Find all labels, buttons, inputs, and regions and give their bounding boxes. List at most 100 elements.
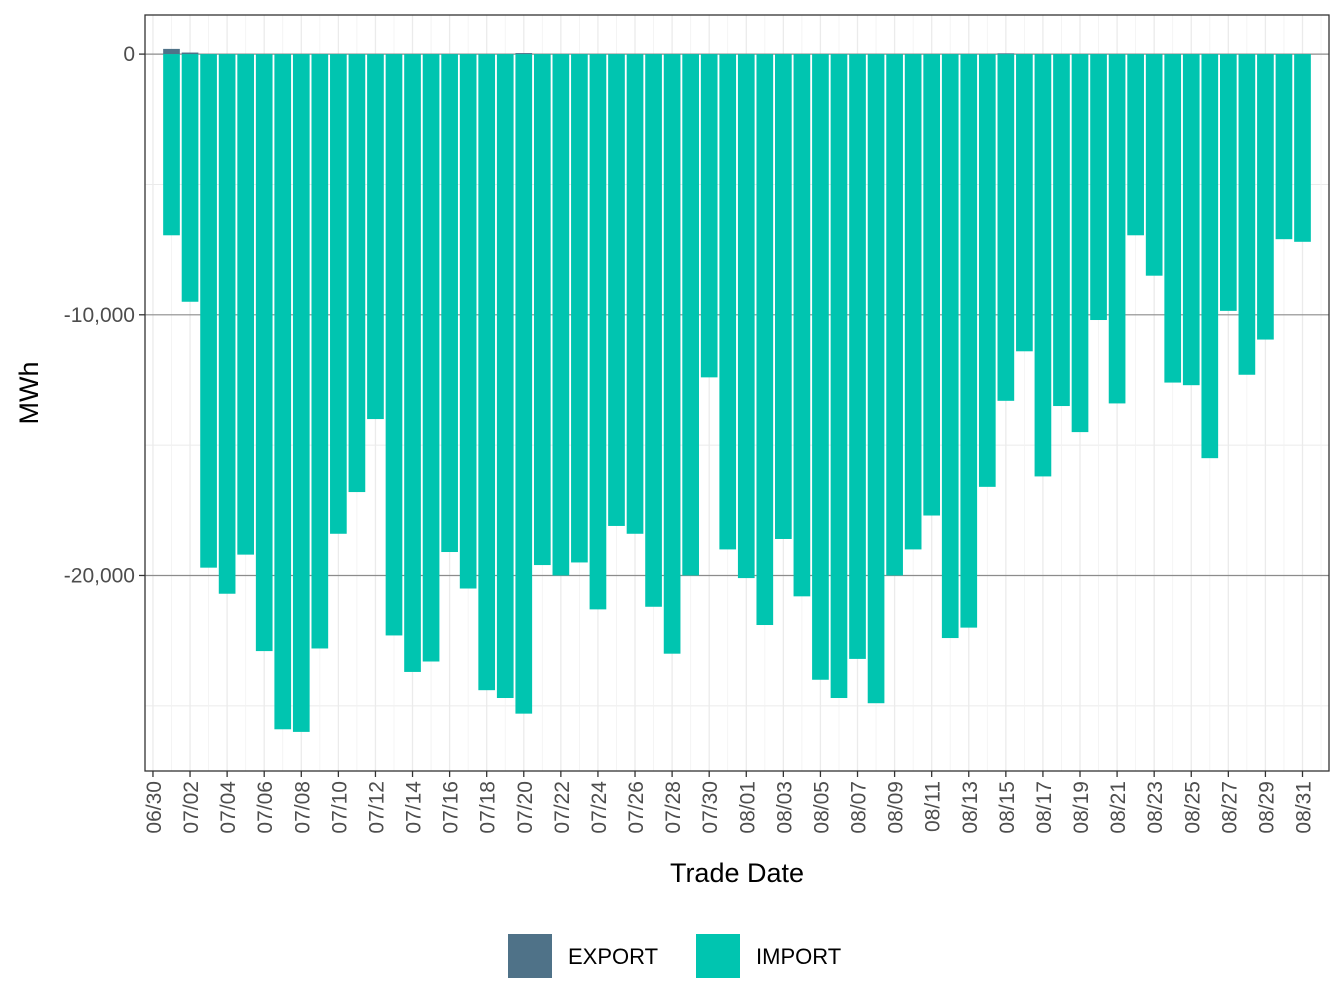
x-tick-label: 08/13 [959,781,982,834]
plot-border [144,14,1330,772]
import-bar [645,54,662,607]
import-bar [330,54,347,534]
import-bar [552,54,570,576]
import-bar [941,54,959,639]
import-bar [1182,54,1200,386]
x-axis-title: Trade Date [670,858,804,888]
y-tick-label: 0 [123,43,135,66]
x-tick-label: 08/09 [885,781,908,834]
x-tick-label: 08/19 [1070,781,1093,834]
import-bar [163,54,180,236]
import-bar [923,54,941,516]
import-bar [255,54,273,652]
import-bar [682,54,699,576]
import-bar [181,54,199,302]
import-bar [404,54,421,672]
import-bar [348,54,366,493]
import-bar [663,54,681,654]
x-tick-label: 07/30 [699,781,722,834]
import-bar [441,54,458,553]
import-bar [515,54,533,714]
legend-key-import [696,934,740,978]
import-bar [385,54,403,636]
import-bar [737,54,755,579]
import-bar [867,54,885,704]
import-bar [700,54,718,378]
legend-label-export: EXPORT [568,944,658,969]
y-tick-label: -10,000 [64,304,135,327]
import-bar [422,54,440,662]
import-bar [608,54,625,526]
export-bar [515,53,533,55]
x-tick-label: 07/06 [254,781,277,834]
import-bar [978,54,996,487]
import-bar [478,54,496,691]
x-tick-label: 07/04 [217,781,240,834]
import-bar [997,54,1015,401]
x-tick-label: 07/26 [625,781,648,834]
x-tick-label: 08/07 [848,781,871,834]
import-bar [756,54,774,626]
x-tick-label: 08/11 [922,781,945,832]
x-tick-label: 07/02 [180,781,203,834]
x-tick-label: 07/20 [514,781,537,834]
import-bar [459,54,477,589]
export-bar [163,48,180,55]
import-bar [1275,54,1293,240]
y-tick-label: -20,000 [64,564,135,587]
import-bar [904,54,922,550]
import-bar [1294,54,1311,242]
x-tick-label: 08/21 [1107,781,1130,834]
import-bar [1034,54,1052,477]
export-bar [997,53,1015,55]
import-bar [218,54,236,594]
import-bar [533,54,551,566]
import-bar [589,54,607,610]
import-bar [1127,54,1144,236]
x-tick-label: 07/28 [662,781,685,834]
import-bar [1201,54,1219,459]
legend-label-import: IMPORT [756,944,841,969]
import-bar [274,54,292,730]
x-tick-label: 07/12 [365,781,388,834]
x-tick-label: 07/24 [588,781,611,834]
import-bar [1164,54,1182,383]
x-tick-label: 08/05 [810,781,833,834]
import-bar [200,54,217,568]
x-tick-label: 07/22 [551,781,574,834]
import-bar [1145,54,1163,276]
x-tick-label: 06/30 [143,781,166,834]
import-bar [812,54,829,680]
import-bar [292,54,310,732]
import-bar [1257,54,1274,340]
import-bar [626,54,644,534]
import-bar [1238,54,1256,375]
import-bar [849,54,866,659]
import-bar [496,54,514,699]
import-bar [793,54,811,597]
x-tick-label: 08/25 [1181,781,1204,834]
import-bar [237,54,255,555]
x-tick-label: 07/10 [328,781,351,834]
import-bar [830,54,848,699]
import-bar [1071,54,1089,433]
import-bar [311,54,329,649]
x-tick-label: 07/18 [477,781,500,834]
y-axis-title: MWh [14,362,44,425]
x-tick-label: 08/23 [1144,781,1167,834]
import-bar [719,54,737,550]
import-bar [1053,54,1070,407]
x-tick-label: 08/29 [1255,781,1278,834]
import-bar [571,54,588,563]
export-bar [181,52,199,55]
import-bar [367,54,384,420]
import-bar [1090,54,1107,321]
import-bar [1016,54,1033,352]
x-tick-label: 08/15 [996,781,1019,834]
legend-key-export [508,934,552,978]
x-tick-label: 08/01 [736,781,759,834]
x-tick-label: 08/31 [1293,781,1316,834]
import-bar [886,54,903,576]
